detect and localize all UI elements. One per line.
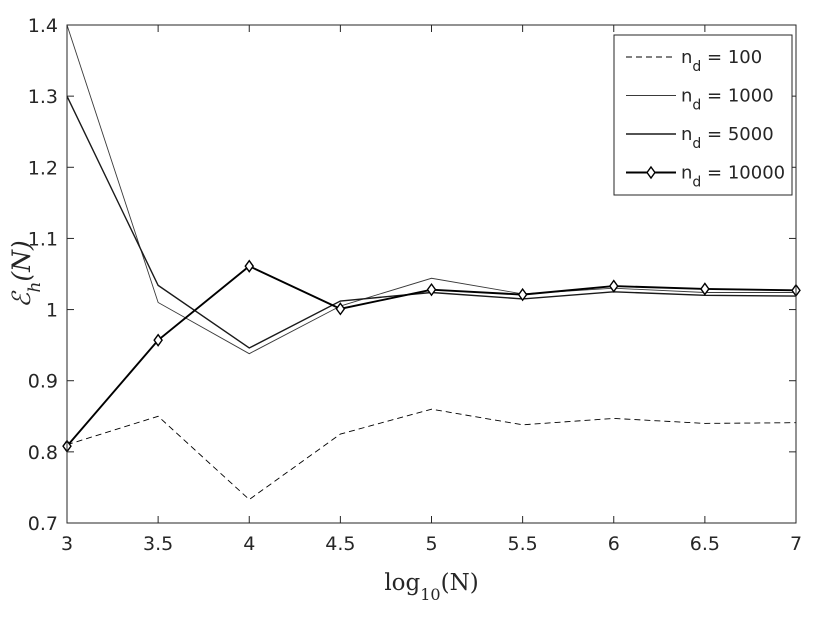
series-3-marker-2 xyxy=(244,259,255,273)
y-tick-label-0: 0.7 xyxy=(28,513,58,535)
legend-label-0: nd = 100 xyxy=(681,47,762,75)
y-axis-label: ℰh(N) xyxy=(7,240,45,307)
x-tick-label-8: 7 xyxy=(790,533,802,555)
legend-label-2: nd = 5000 xyxy=(681,124,774,152)
x-tick-label-7: 6.5 xyxy=(690,533,720,555)
y-tick-label-1: 0.8 xyxy=(28,442,58,464)
y-tick-label-5: 1.2 xyxy=(28,157,58,179)
x-tick-label-3: 4.5 xyxy=(325,533,355,555)
series-3-marker-6 xyxy=(608,279,619,293)
x-tick-label-2: 4 xyxy=(243,533,255,555)
legend-label-1: nd = 1000 xyxy=(681,86,774,114)
series-3-marker-7 xyxy=(700,282,710,296)
legend-box xyxy=(613,34,793,196)
y-tick-label-6: 1.3 xyxy=(28,86,58,108)
x-tick-label-5: 5.5 xyxy=(508,533,538,555)
x-axis-label: log10(N) xyxy=(384,570,478,604)
y-tick-label-3: 1 xyxy=(46,300,58,322)
y-tick-label-4: 1.1 xyxy=(28,228,58,250)
y-tick-label-2: 0.9 xyxy=(28,371,58,393)
axis-labels-layer: log10(N) ℰh(N) xyxy=(7,240,479,603)
series-layer xyxy=(62,24,801,501)
x-tick-label-6: 6 xyxy=(608,533,620,555)
series-3-marker-3 xyxy=(335,302,346,316)
y-tick-label-7: 1.4 xyxy=(28,15,58,37)
series-line-1 xyxy=(66,24,796,355)
x-tick-label-0: 3 xyxy=(61,533,73,555)
ticks-layer: 3 3.5 4 4.5 5 5.5 6 6.5 7 0.7 0.8 0.9 1 1.1 1.2 1.3 1.4 xyxy=(28,15,802,555)
series-3-marker-4 xyxy=(426,282,437,297)
legend: nd = 100 nd = 1000 nd = 5000 nd = 10000 xyxy=(613,34,793,196)
series-line-0 xyxy=(66,408,797,501)
series-3-marker-1 xyxy=(153,333,163,347)
x-tick-label-4: 5 xyxy=(425,533,437,555)
legend-marker-3 xyxy=(646,165,656,180)
x-tick-label-1: 3.5 xyxy=(143,533,173,555)
legend-label-3: nd = 10000 xyxy=(681,163,785,191)
series-3-marker-5 xyxy=(517,287,528,302)
